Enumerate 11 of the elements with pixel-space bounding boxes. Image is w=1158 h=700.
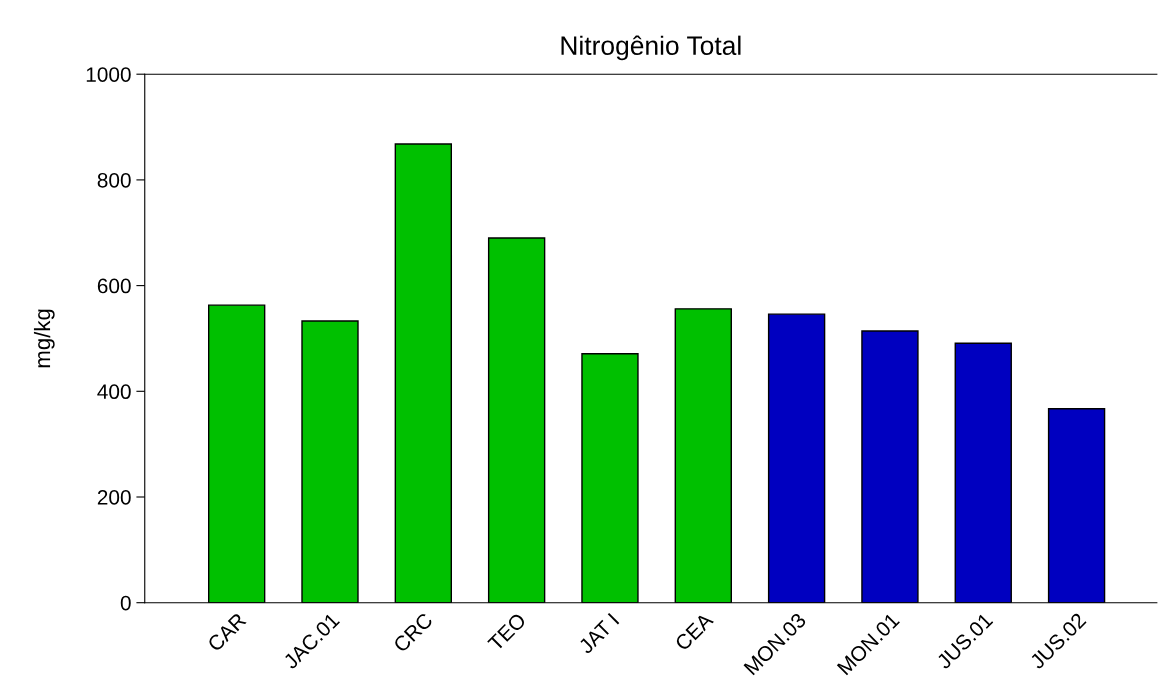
y-tick-label: 1000	[86, 67, 131, 82]
x-tick-label: CEA	[674, 611, 715, 652]
y-axis-title: mg/kg	[33, 309, 55, 368]
y-tick-label: 400	[97, 384, 131, 400]
y-tick-label: 600	[97, 278, 131, 294]
y-tick-label: 0	[120, 595, 131, 611]
x-tick-label: JAT I	[577, 612, 620, 655]
chart-title: Nitrogênio Total	[561, 35, 741, 61]
y-tick-label: 200	[97, 490, 131, 505]
x-tick-label: TEO	[487, 612, 527, 652]
y-tick-label: 800	[97, 172, 131, 188]
